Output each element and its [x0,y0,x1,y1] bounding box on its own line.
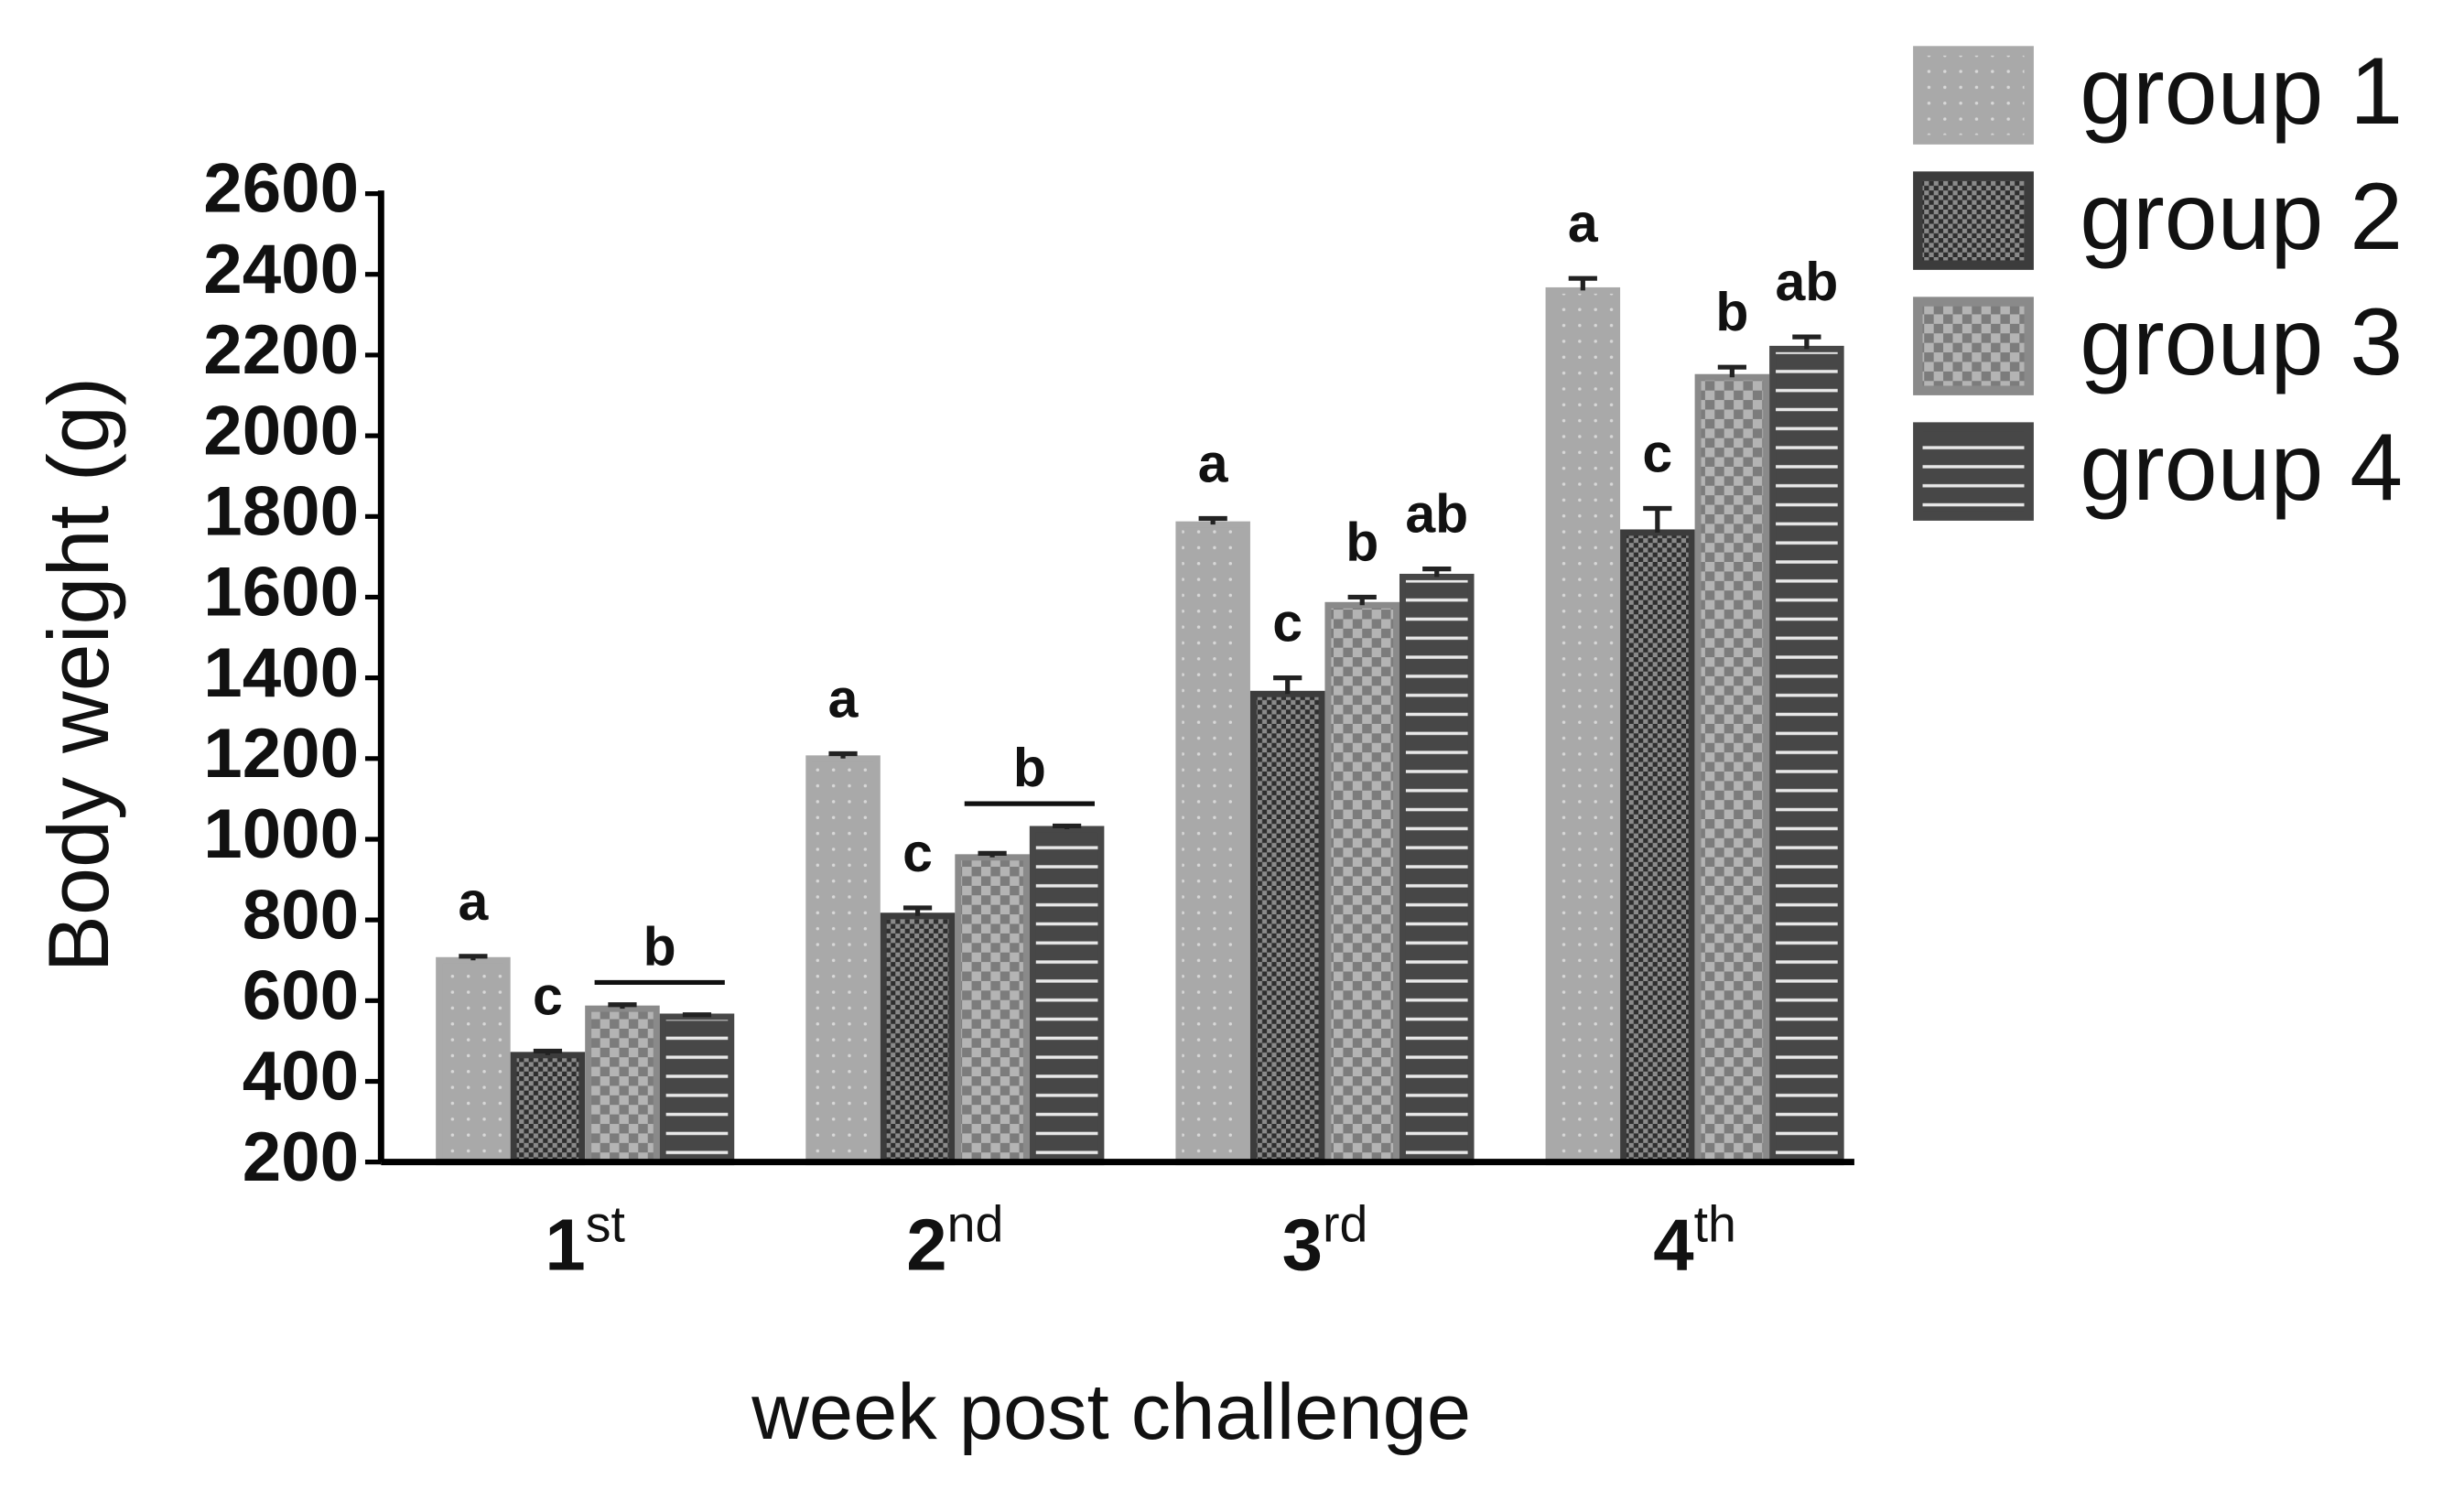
bar [1029,826,1105,1166]
significance-letter: b [1013,739,1046,798]
error-bar [1568,275,1597,291]
significance-letter: a [828,670,859,729]
error-bar [1053,823,1082,829]
error-bar [1792,334,1821,350]
significance-letter: b [1345,513,1378,573]
bar [1249,690,1325,1166]
significance-letter: b [1715,283,1748,342]
error-bar [1273,675,1302,695]
bar [1324,601,1400,1166]
y-tick-label: 400 [243,1038,359,1116]
significance-letter: c [1642,425,1672,484]
bar [510,1052,586,1166]
error-bar [1422,566,1452,578]
legend-label: group 3 [2080,289,2403,395]
significance-letter: ab [1405,485,1468,545]
bar [1399,573,1475,1166]
bar [1769,345,1844,1166]
y-tick-label: 1400 [203,634,359,712]
y-tick-label: 2400 [203,231,359,308]
error-bar [1717,364,1746,378]
legend-label: group 2 [2080,164,2403,270]
y-tick-label: 2000 [203,392,359,470]
error-bar [608,1002,637,1010]
bar [1545,286,1621,1166]
y-tick-label: 800 [243,876,359,954]
y-tick-label: 2600 [203,150,359,228]
x-tick-label: 1st [545,1195,625,1285]
y-axis-label: Body weight (g) [30,377,126,973]
error-bar [1198,515,1227,525]
y-tick-label: 1800 [203,472,359,550]
bar [436,956,511,1166]
error-bar [459,954,488,961]
bar [1694,373,1770,1166]
significance-letter: c [902,824,933,883]
error-bar [1643,505,1672,533]
bar [585,1005,660,1166]
y-tick-label: 600 [243,956,359,1034]
y-tick-label: 1000 [203,795,359,873]
legend-swatch [1913,171,2034,270]
significance-letter: a [1198,435,1229,494]
error-bar [828,750,858,759]
x-tick-label: 4th [1653,1195,1736,1285]
significance-letter: a [459,872,490,932]
y-tick-label: 1600 [203,554,359,632]
y-tick-label: 200 [243,1118,359,1196]
legend-label: group 4 [2080,415,2403,521]
y-tick-label: 2200 [203,311,359,389]
bar [805,755,881,1166]
error-bar [533,1048,563,1055]
significance-letter: c [533,966,563,1026]
bar [1175,521,1250,1166]
x-tick-label: 3rd [1282,1195,1368,1285]
y-tick-label: 1200 [203,715,359,793]
bar [1620,529,1695,1166]
legend-swatch [1913,422,2034,521]
legend-swatch [1913,46,2034,145]
legend-swatch [1913,297,2034,395]
bar [955,854,1030,1166]
error-bar [978,850,1007,858]
significance-letter: c [1272,594,1302,653]
x-tick-label: 2nd [906,1195,1003,1285]
error-bar [1347,594,1377,606]
error-bar [902,905,933,916]
significance-letter: ab [1775,253,1838,312]
significance-letter: a [1568,194,1599,254]
x-axis-label: week post challenge [751,1367,1471,1456]
error-bar [682,1012,712,1018]
bar [880,912,956,1166]
significance-letter: b [643,917,676,977]
legend-label: group 1 [2080,38,2403,145]
bar [659,1013,735,1166]
